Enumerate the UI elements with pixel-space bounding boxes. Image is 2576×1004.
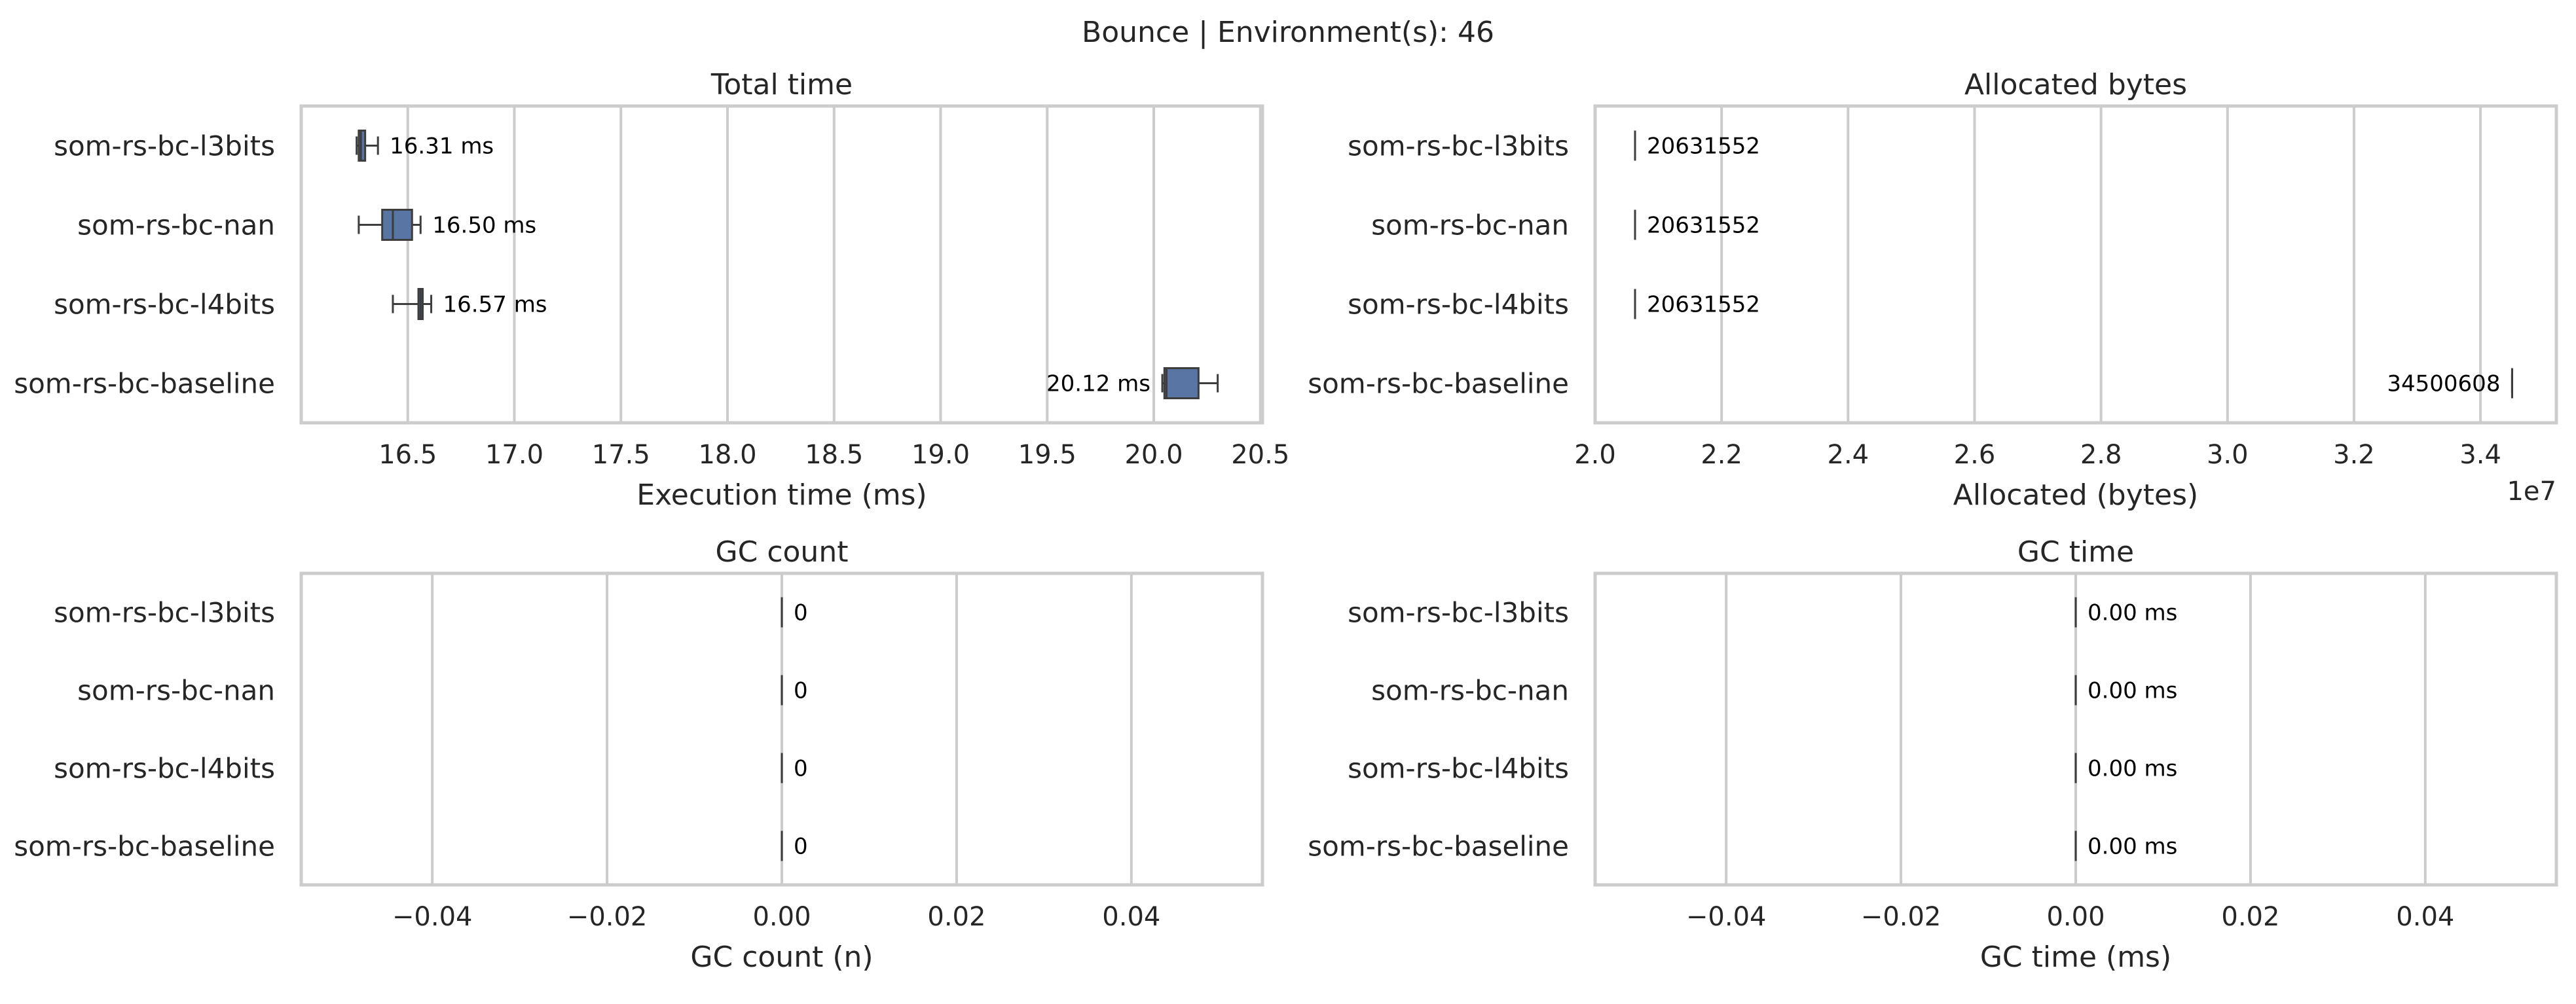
y-category-label: som-rs-bc-l4bits <box>1348 753 1569 785</box>
y-category-label: som-rs-bc-l4bits <box>1348 289 1569 321</box>
x-tick-label: 3.0 <box>2207 440 2249 470</box>
x-tick-label: 18.5 <box>805 440 863 470</box>
value-label: 0.00 ms <box>2088 600 2177 626</box>
y-category-label: som-rs-bc-nan <box>1371 209 1569 242</box>
x-axis-label: GC count (n) <box>690 941 873 974</box>
plot-frame <box>299 571 1264 887</box>
value-label: 20631552 <box>1647 213 1760 239</box>
y-category-label: som-rs-bc-nan <box>77 675 275 707</box>
y-category-label: som-rs-bc-l3bits <box>1348 597 1569 629</box>
x-tick-label: −0.02 <box>1861 902 1941 932</box>
panel-title: GC time <box>2017 535 2134 569</box>
x-tick-label: −0.02 <box>567 902 648 932</box>
value-label: 0 <box>794 834 808 860</box>
y-category-label: som-rs-bc-l3bits <box>54 130 275 162</box>
x-tick-label: 17.5 <box>592 440 650 470</box>
x-tick-label: 20.0 <box>1124 440 1183 470</box>
x-tick-label: 19.5 <box>1018 440 1076 470</box>
plot-frame <box>299 104 1264 425</box>
y-category-label: som-rs-bc-l4bits <box>54 753 275 785</box>
panel-title: Allocated bytes <box>1964 68 2187 101</box>
x-tick-label: 19.0 <box>911 440 970 470</box>
box-body <box>1163 367 1200 399</box>
box-body <box>358 130 367 162</box>
y-category-label: som-rs-bc-nan <box>77 209 275 242</box>
x-tick-label: 2.6 <box>1954 440 1996 470</box>
x-tick-label: 17.0 <box>485 440 543 470</box>
y-category-label: som-rs-bc-baseline <box>14 368 275 400</box>
value-label: 0 <box>794 678 808 704</box>
value-label: 16.57 ms <box>443 292 547 318</box>
axis-offset-label: 1e7 <box>2507 476 2556 507</box>
y-category-label: som-rs-bc-baseline <box>14 831 275 863</box>
value-label: 0 <box>794 756 808 782</box>
value-label: 0.00 ms <box>2088 678 2177 704</box>
x-tick-label: 0.04 <box>2396 902 2454 932</box>
y-category-label: som-rs-bc-nan <box>1371 675 1569 707</box>
plot-frame <box>1593 104 2558 425</box>
value-label: 34500608 <box>2387 371 2500 397</box>
value-label: 20631552 <box>1647 134 1760 160</box>
y-category-label: som-rs-bc-baseline <box>1308 831 1569 863</box>
figure-title: Bounce | Environment(s): 46 <box>1082 16 1494 49</box>
y-category-label: som-rs-bc-l4bits <box>54 289 275 321</box>
y-category-label: som-rs-bc-baseline <box>1308 368 1569 400</box>
value-label: 0.00 ms <box>2088 756 2177 782</box>
x-tick-label: 18.0 <box>698 440 756 470</box>
y-category-label: som-rs-bc-l3bits <box>1348 130 1569 162</box>
x-tick-label: 0.00 <box>2046 902 2105 932</box>
plot-frame <box>1593 571 2558 887</box>
x-tick-label: 2.8 <box>2080 440 2122 470</box>
y-category-label: som-rs-bc-l3bits <box>54 597 275 629</box>
x-tick-label: 2.0 <box>1574 440 1616 470</box>
x-axis-label: Execution time (ms) <box>636 478 927 512</box>
x-tick-label: −0.04 <box>1686 902 1767 932</box>
x-tick-label: 20.5 <box>1231 440 1289 470</box>
value-label: 16.31 ms <box>390 134 494 160</box>
value-label: 16.50 ms <box>432 213 536 239</box>
x-axis-label: Allocated (bytes) <box>1953 478 2198 512</box>
value-label: 20631552 <box>1647 292 1760 318</box>
x-tick-label: 0.02 <box>2221 902 2279 932</box>
x-tick-label: 2.2 <box>1701 440 1742 470</box>
value-label: 0.00 ms <box>2088 834 2177 860</box>
value-label: 20.12 ms <box>1046 371 1150 397</box>
x-tick-label: 0.00 <box>752 902 811 932</box>
x-tick-label: 0.04 <box>1102 902 1160 932</box>
x-tick-label: 16.5 <box>378 440 437 470</box>
value-label: 0 <box>794 600 808 626</box>
x-tick-label: 2.4 <box>1828 440 1869 470</box>
box-body <box>381 209 413 241</box>
panel-title: GC count <box>716 535 849 569</box>
x-tick-label: −0.04 <box>392 902 473 932</box>
x-tick-label: 3.4 <box>2459 440 2501 470</box>
x-tick-label: 3.2 <box>2333 440 2375 470</box>
x-tick-label: 0.02 <box>927 902 985 932</box>
panel-title: Total time <box>710 68 853 101</box>
x-axis-label: GC time (ms) <box>1980 941 2171 974</box>
